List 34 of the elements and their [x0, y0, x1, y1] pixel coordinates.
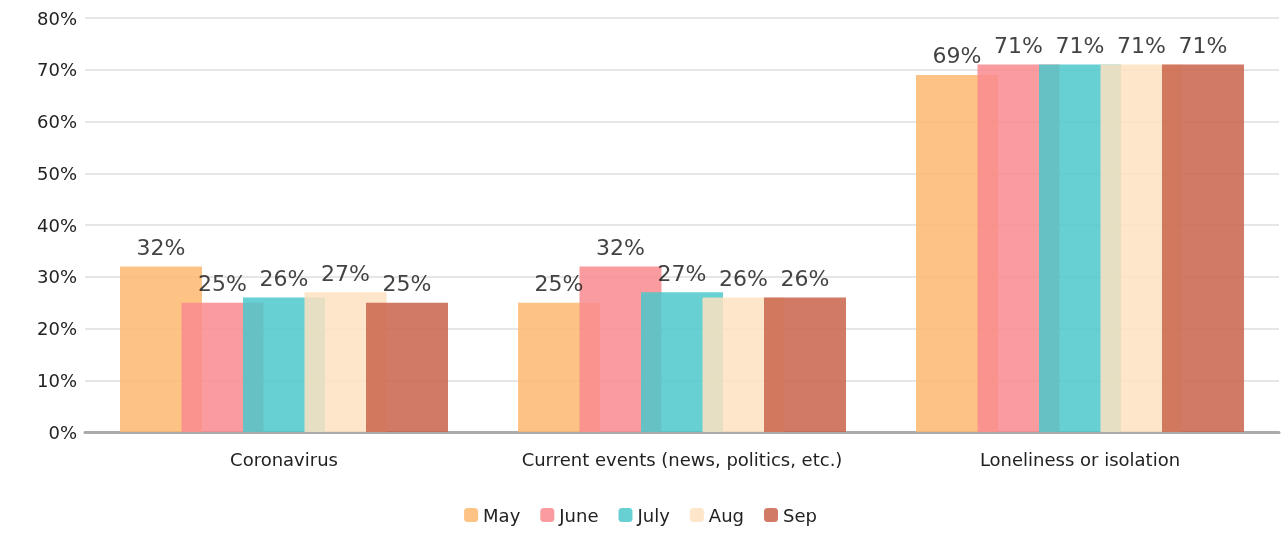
data-label: 69%: [932, 43, 982, 69]
data-label: 26%: [780, 265, 830, 291]
y-tick-label: 80%: [36, 7, 77, 29]
data-label: 26%: [719, 265, 768, 291]
data-label: 26%: [259, 265, 309, 291]
y-tick-label: 40%: [36, 214, 77, 236]
y-tick-label: 50%: [36, 162, 77, 184]
bar: [764, 297, 846, 432]
legend-label: June: [558, 504, 599, 526]
legend-label: Sep: [783, 504, 817, 526]
y-tick-label: 0%: [48, 421, 77, 443]
data-label: 25%: [382, 271, 432, 297]
data-label: 27%: [321, 260, 370, 286]
data-label: 71%: [994, 33, 1043, 59]
x-tick-label: Coronavirus: [230, 448, 338, 470]
y-tick-label: 30%: [36, 266, 77, 288]
data-label: 25%: [534, 271, 584, 297]
data-label: 32%: [596, 234, 645, 260]
data-label: 71%: [1117, 33, 1166, 59]
x-tick-label: Loneliness or isolation: [979, 448, 1181, 470]
x-tick-label: Current events (news, politics, etc.): [521, 448, 843, 470]
legend-label: May: [483, 504, 521, 526]
y-tick-label: 20%: [36, 318, 77, 339]
y-tick-label: 10%: [36, 369, 77, 391]
data-label: 27%: [657, 260, 707, 286]
data-label: 71%: [1178, 33, 1228, 59]
bar: [366, 302, 448, 432]
y-tick-label: 60%: [36, 111, 77, 132]
data-label: 32%: [136, 234, 186, 260]
legend-label: July: [636, 504, 671, 526]
bar: [1162, 64, 1244, 432]
legend-label: Aug: [708, 504, 745, 526]
y-tick-label: 70%: [36, 59, 77, 81]
data-label: 71%: [1055, 33, 1105, 59]
